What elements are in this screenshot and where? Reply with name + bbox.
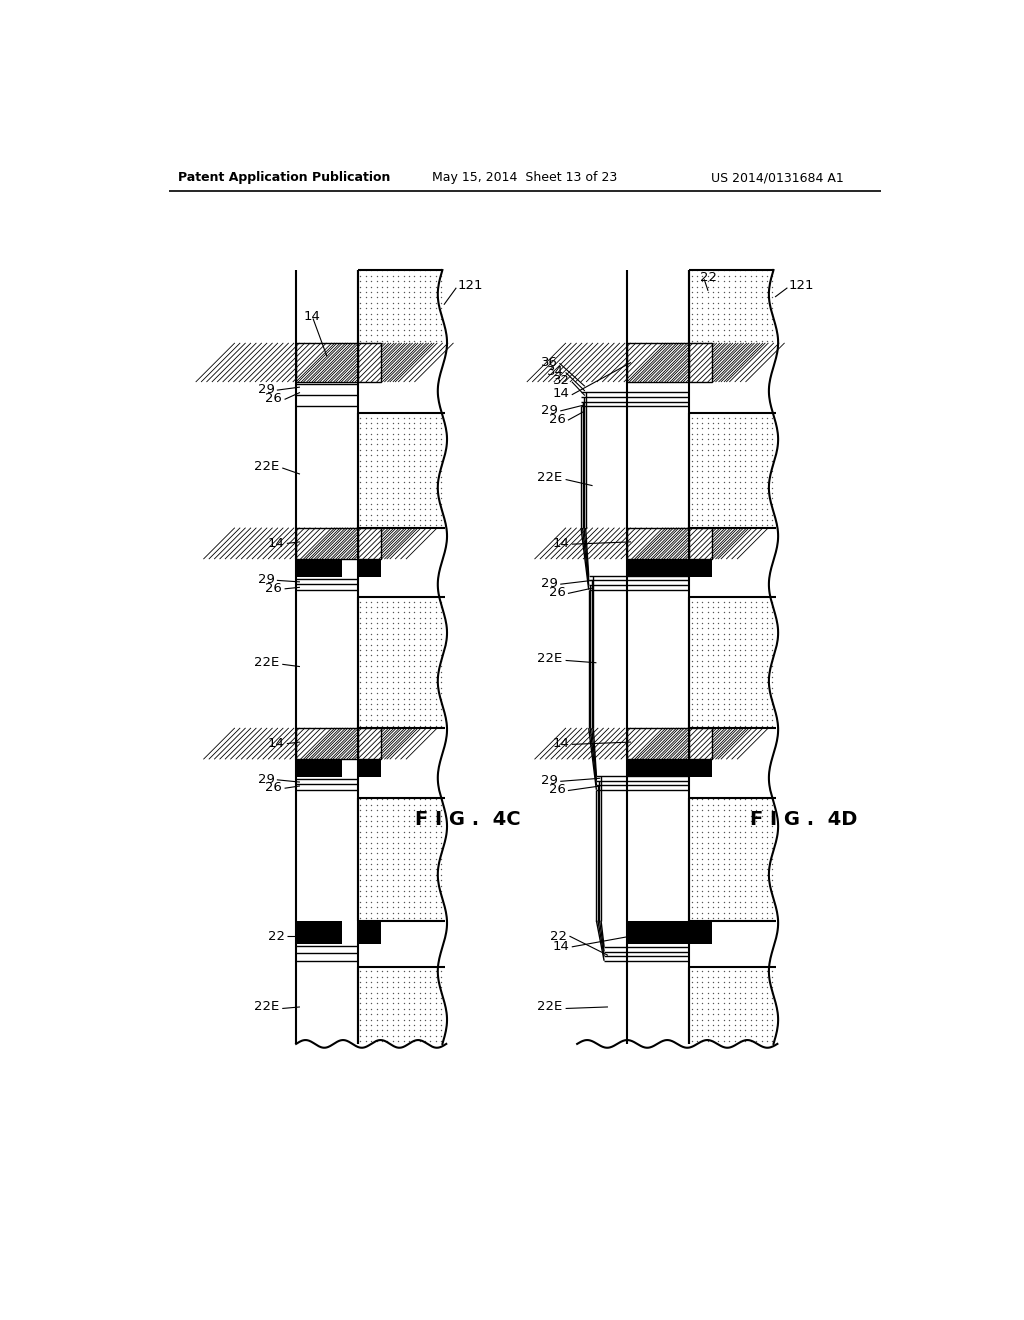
Text: F I G .  4D: F I G . 4D (751, 809, 858, 829)
Text: 22: 22 (700, 271, 718, 284)
Text: 22E: 22E (537, 652, 562, 665)
Text: 26: 26 (549, 413, 565, 426)
Text: 26: 26 (549, 783, 565, 796)
Text: 14: 14 (304, 310, 321, 323)
Bar (296, 343, 357, 381)
Text: US 2014/0131684 A1: US 2014/0131684 A1 (711, 172, 844, 185)
Text: 26: 26 (265, 582, 283, 594)
Text: 22E: 22E (537, 1001, 562, 1014)
Text: 29: 29 (258, 573, 274, 586)
Bar (689, 558, 712, 577)
Text: 14: 14 (553, 940, 569, 953)
Bar (296, 921, 342, 944)
Bar (689, 759, 712, 776)
Bar (689, 528, 712, 558)
Bar (689, 343, 712, 381)
Text: 121: 121 (458, 279, 483, 292)
Text: 14: 14 (267, 737, 285, 750)
Bar (628, 528, 689, 558)
Bar (357, 343, 381, 381)
Text: 14: 14 (553, 537, 569, 550)
Bar (628, 921, 712, 944)
Bar (689, 729, 712, 759)
Text: 29: 29 (541, 404, 558, 417)
Text: 22E: 22E (254, 1001, 280, 1014)
Text: 14: 14 (553, 387, 569, 400)
Text: 14: 14 (267, 537, 285, 550)
Bar (628, 759, 712, 776)
Text: 26: 26 (265, 392, 283, 405)
Text: 26: 26 (549, 586, 565, 599)
Text: May 15, 2014  Sheet 13 of 23: May 15, 2014 Sheet 13 of 23 (432, 172, 617, 185)
Bar (689, 921, 712, 944)
Bar (296, 528, 357, 558)
Text: Patent Application Publication: Patent Application Publication (178, 172, 391, 185)
Bar (628, 729, 689, 759)
Bar (357, 558, 381, 577)
Text: F I G .  4C: F I G . 4C (416, 809, 521, 829)
Text: 14: 14 (553, 737, 569, 750)
Bar (357, 271, 442, 343)
Bar (628, 558, 712, 577)
Text: 29: 29 (258, 772, 274, 785)
Text: 22E: 22E (254, 459, 280, 473)
Text: 29: 29 (541, 577, 558, 590)
Bar (296, 558, 342, 577)
Bar (357, 921, 381, 944)
Text: 32: 32 (553, 375, 570, 388)
Text: 29: 29 (541, 774, 558, 787)
Bar (357, 729, 381, 759)
Text: 22: 22 (267, 929, 285, 942)
Bar (628, 343, 689, 381)
Text: 22: 22 (550, 929, 567, 942)
Text: 29: 29 (258, 383, 274, 396)
Bar (357, 759, 381, 776)
Text: 26: 26 (265, 781, 283, 795)
Text: 22E: 22E (254, 656, 280, 669)
Text: 121: 121 (788, 279, 814, 292)
Text: 36: 36 (541, 356, 558, 370)
Text: 34: 34 (547, 366, 564, 379)
Text: 22E: 22E (537, 471, 562, 484)
Bar (357, 528, 381, 558)
Bar (296, 759, 342, 776)
Bar (296, 729, 357, 759)
